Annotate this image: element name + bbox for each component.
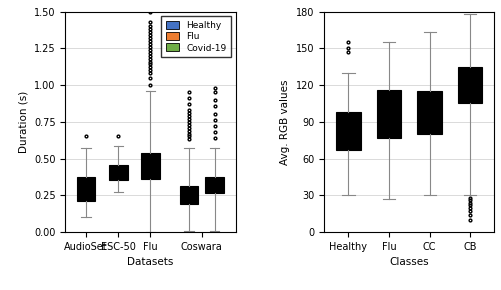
X-axis label: Classes: Classes xyxy=(389,257,428,267)
PathPatch shape xyxy=(205,177,223,193)
Legend: Healthy, Flu, Covid-19: Healthy, Flu, Covid-19 xyxy=(161,16,230,57)
PathPatch shape xyxy=(179,186,198,204)
Y-axis label: Duration (s): Duration (s) xyxy=(19,91,28,153)
PathPatch shape xyxy=(376,90,400,138)
PathPatch shape xyxy=(109,165,127,180)
PathPatch shape xyxy=(77,177,95,201)
PathPatch shape xyxy=(336,112,360,150)
PathPatch shape xyxy=(141,153,159,179)
PathPatch shape xyxy=(457,67,481,104)
Y-axis label: Avg. RGB values: Avg. RGB values xyxy=(280,79,290,164)
X-axis label: Datasets: Datasets xyxy=(127,257,173,267)
PathPatch shape xyxy=(417,91,441,134)
